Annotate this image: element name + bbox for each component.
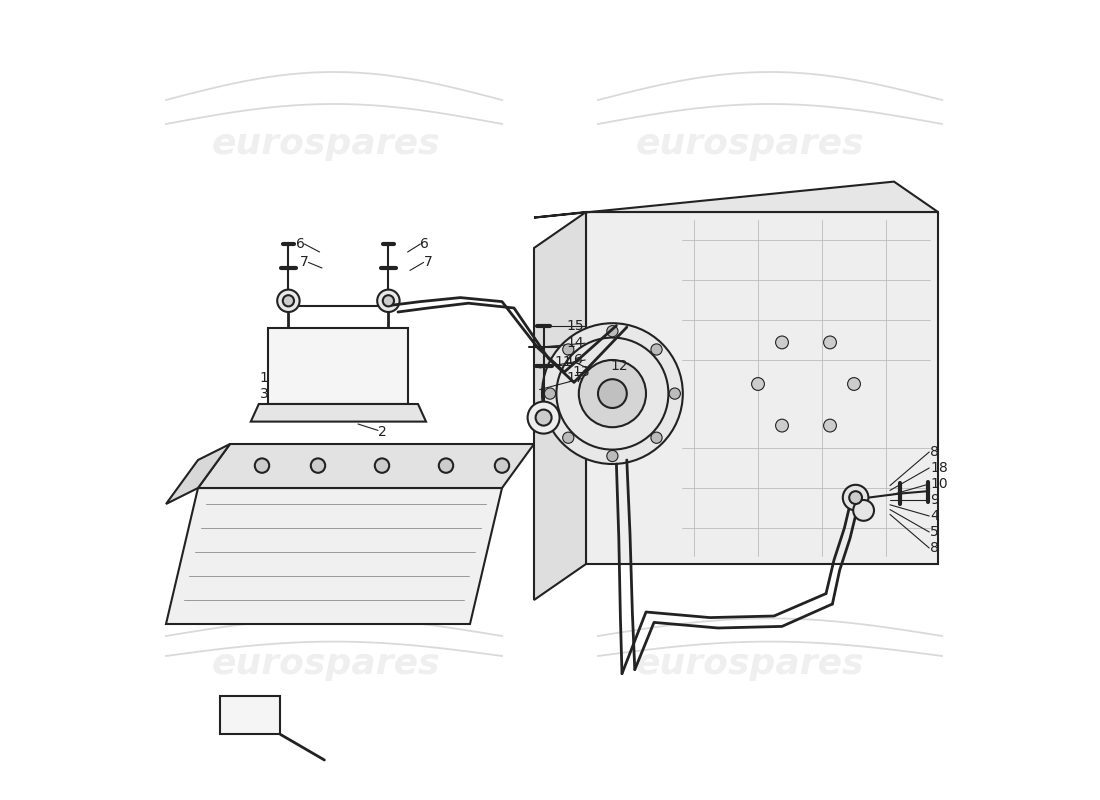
Text: 8: 8: [930, 541, 939, 555]
FancyBboxPatch shape: [220, 696, 280, 734]
Text: 4: 4: [930, 509, 938, 523]
Circle shape: [283, 295, 294, 306]
Text: 7: 7: [299, 255, 308, 270]
Text: 2: 2: [378, 425, 387, 439]
Circle shape: [848, 378, 860, 390]
Circle shape: [383, 295, 394, 306]
Text: 17: 17: [566, 370, 584, 385]
Circle shape: [651, 432, 662, 443]
Circle shape: [377, 290, 399, 312]
Circle shape: [607, 450, 618, 462]
Text: 5: 5: [930, 525, 938, 539]
Circle shape: [843, 485, 868, 510]
Circle shape: [607, 326, 618, 337]
Text: 6: 6: [296, 237, 305, 251]
Circle shape: [255, 458, 270, 473]
Circle shape: [598, 379, 627, 408]
Circle shape: [277, 290, 299, 312]
Circle shape: [536, 410, 551, 426]
Circle shape: [751, 378, 764, 390]
Circle shape: [651, 344, 662, 355]
Polygon shape: [166, 444, 230, 504]
Polygon shape: [198, 444, 534, 488]
Circle shape: [669, 388, 681, 399]
Polygon shape: [251, 404, 426, 422]
Polygon shape: [166, 488, 502, 624]
Text: 3: 3: [260, 386, 268, 401]
FancyBboxPatch shape: [268, 328, 408, 404]
Circle shape: [849, 491, 862, 504]
Text: eurospares: eurospares: [211, 127, 440, 161]
Text: 6: 6: [420, 237, 429, 251]
Circle shape: [824, 336, 836, 349]
Text: 11: 11: [554, 354, 572, 369]
Polygon shape: [534, 212, 586, 600]
Circle shape: [528, 402, 560, 434]
Text: 7: 7: [424, 255, 432, 270]
Text: eurospares: eurospares: [211, 647, 440, 681]
Text: 15: 15: [566, 318, 584, 333]
Text: 16: 16: [565, 353, 584, 367]
Polygon shape: [534, 182, 938, 218]
Circle shape: [776, 419, 789, 432]
Text: 12: 12: [610, 359, 628, 374]
Polygon shape: [586, 212, 938, 564]
Text: 13: 13: [572, 365, 590, 379]
Circle shape: [563, 344, 574, 355]
Circle shape: [544, 388, 556, 399]
Circle shape: [854, 500, 874, 521]
Circle shape: [563, 432, 574, 443]
Text: eurospares: eurospares: [636, 127, 865, 161]
Circle shape: [776, 336, 789, 349]
Text: 14: 14: [566, 336, 584, 350]
Circle shape: [824, 419, 836, 432]
Text: 18: 18: [930, 461, 948, 475]
Circle shape: [439, 458, 453, 473]
Circle shape: [542, 323, 683, 464]
Circle shape: [375, 458, 389, 473]
Circle shape: [495, 458, 509, 473]
Text: 10: 10: [930, 477, 947, 491]
Text: 8: 8: [930, 445, 939, 459]
Text: eurospares: eurospares: [636, 647, 865, 681]
Text: 9: 9: [930, 493, 939, 507]
Circle shape: [311, 458, 326, 473]
Text: 1: 1: [260, 370, 268, 385]
Circle shape: [579, 360, 646, 427]
